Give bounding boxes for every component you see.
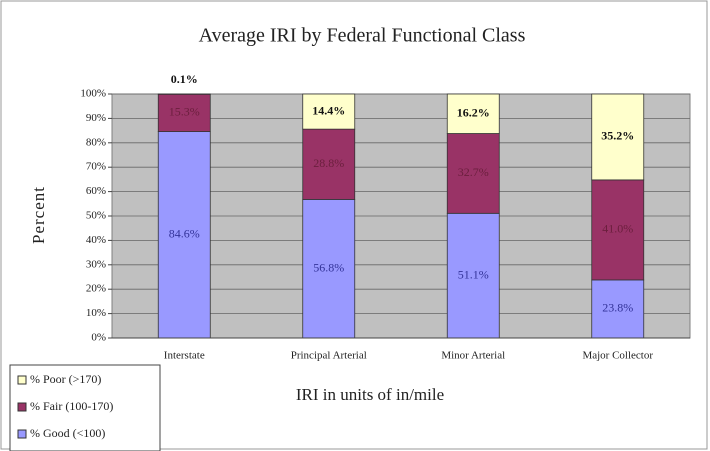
data-label: 16.2% [457, 106, 490, 120]
data-label: 28.8% [313, 156, 344, 170]
data-label: 23.8% [602, 301, 633, 315]
bar-segment [302, 199, 356, 339]
legend-label: % Fair (100-170) [30, 399, 113, 413]
bar-segment [302, 93, 356, 130]
y-tick-label: 80% [86, 136, 106, 148]
y-tick-label: 100% [80, 88, 106, 100]
y-tick-label: 10% [86, 307, 106, 319]
legend-swatch [17, 375, 27, 385]
y-tick-label: 20% [86, 283, 106, 295]
y-tick-label: 60% [86, 185, 106, 197]
legend-box [9, 364, 161, 451]
legend-label: % Poor (>170) [30, 372, 101, 386]
data-label: 14.4% [312, 103, 345, 117]
bar-segment [302, 128, 356, 200]
x-tick-label: Interstate [164, 350, 205, 362]
x-tick-label: Principal Arterial [291, 350, 367, 362]
bar-segment [591, 279, 645, 339]
chart-title: Average IRI by Federal Functional Class [199, 25, 526, 47]
bar-segment [591, 179, 645, 281]
x-tick-label: Major Collector [582, 350, 653, 362]
data-label: 56.8% [313, 260, 344, 274]
legend-swatch [17, 402, 27, 412]
data-label: 35.2% [601, 129, 634, 143]
y-tick-label: 50% [86, 210, 106, 222]
x-tick-label: Minor Arterial [441, 350, 505, 362]
y-tick-label: 30% [86, 258, 106, 270]
bar-segment [446, 133, 500, 214]
legend-swatch [17, 429, 27, 439]
data-label: 41.0% [602, 222, 633, 236]
data-label: 0.1% [171, 72, 198, 86]
bar-segment [446, 93, 500, 134]
legend-label: % Good (<100) [30, 426, 105, 440]
y-axis-label: Percent [29, 186, 48, 244]
y-tick-label: 0% [91, 332, 106, 344]
data-label: 84.6% [169, 227, 200, 241]
y-tick-label: 90% [86, 112, 106, 124]
data-label: 51.1% [458, 267, 489, 281]
bar-segment [157, 131, 211, 339]
y-tick-label: 70% [86, 161, 106, 173]
data-label: 15.3% [169, 105, 200, 119]
bar-segment [591, 93, 645, 181]
x-axis-label: IRI in units of in/mile [296, 385, 444, 404]
data-label: 32.7% [458, 165, 489, 179]
y-tick-label: 40% [86, 234, 106, 246]
